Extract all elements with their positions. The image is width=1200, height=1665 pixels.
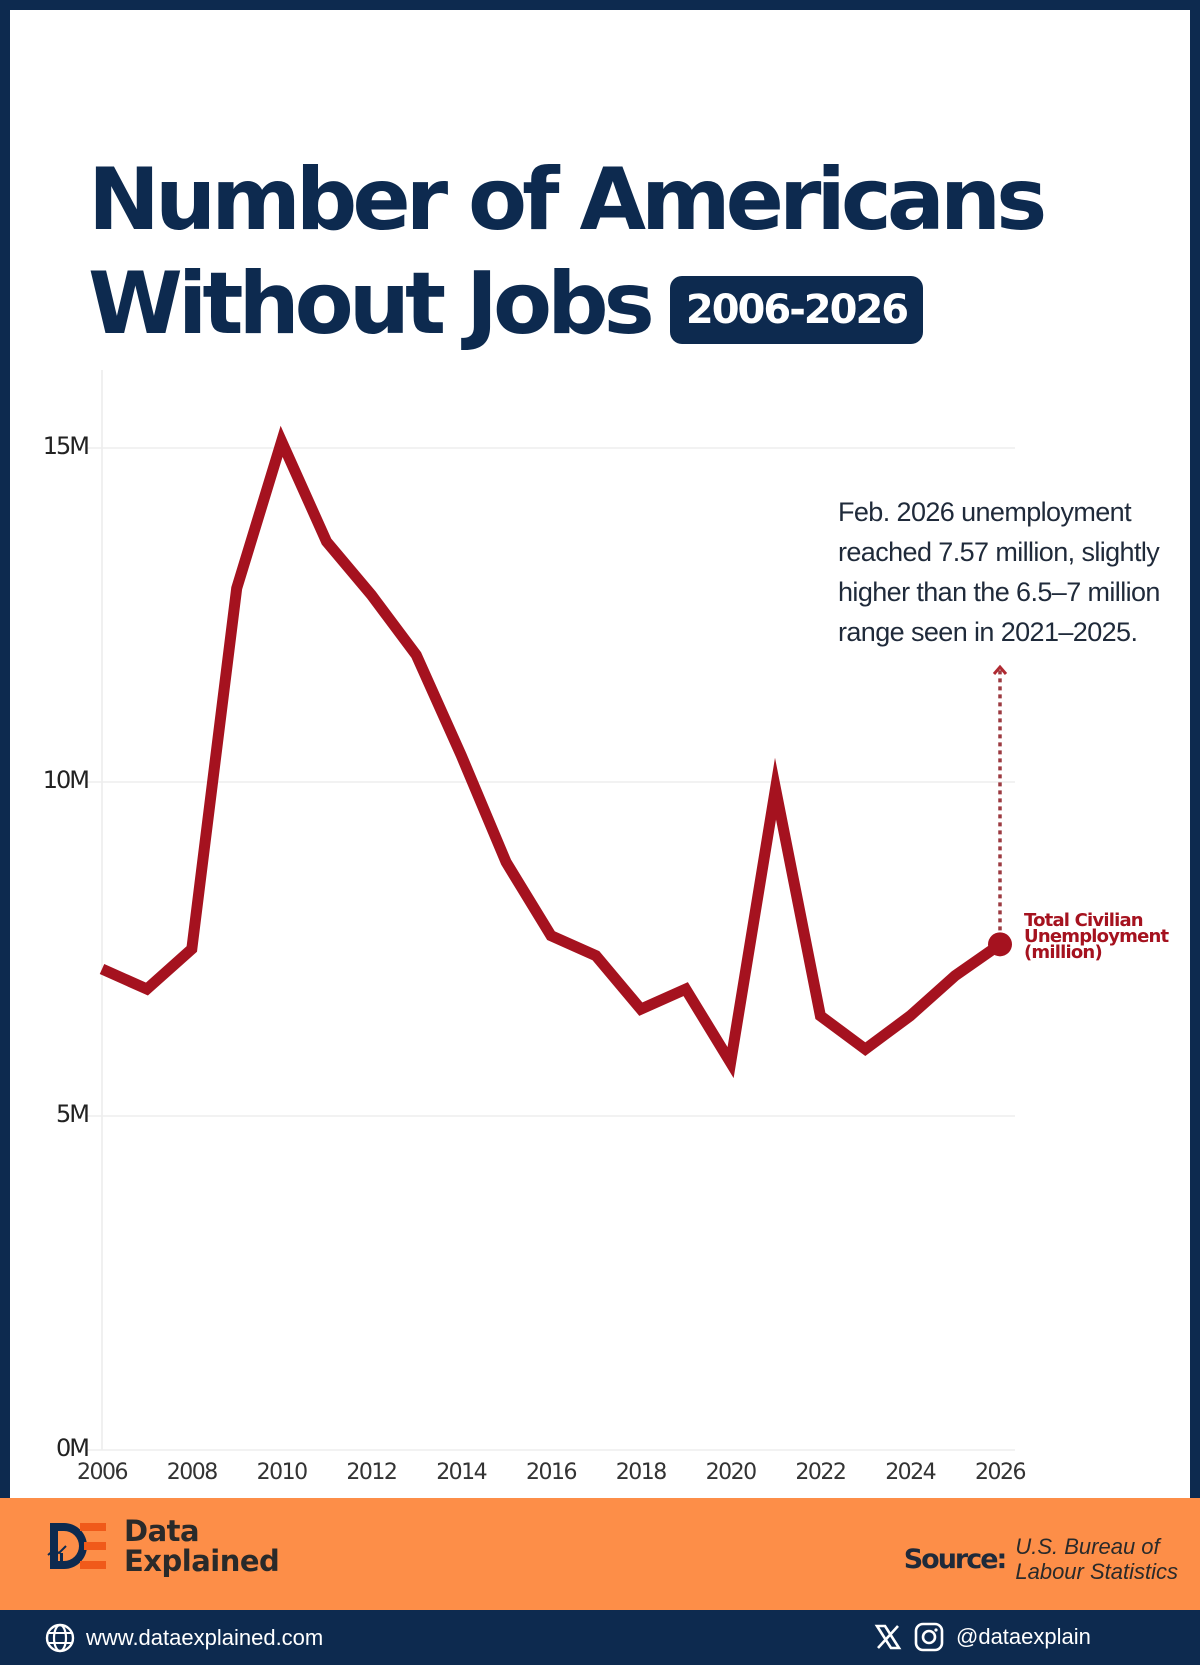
arrow-up-icon xyxy=(992,664,1008,675)
end-point-marker xyxy=(988,932,1012,957)
title-line-1: Number of Americans xyxy=(88,150,1047,250)
y-tick-label: 0M xyxy=(56,1434,90,1462)
x-tick-label: 2008 xyxy=(166,1460,219,1485)
x-twitter-icon[interactable] xyxy=(874,1623,902,1651)
note-line: reached 7.57 million, slightly xyxy=(838,537,1160,567)
brand-name: Data Explained xyxy=(124,1514,280,1578)
brand-line-2: Explained xyxy=(124,1544,280,1578)
x-tick-label: 2012 xyxy=(346,1460,398,1485)
x-tick-label: 2026 xyxy=(975,1460,1027,1485)
source-text: U.S. Bureau of Labour Statistics xyxy=(1015,1534,1178,1584)
instagram-icon[interactable] xyxy=(914,1622,944,1652)
year-range-badge: 2006-2026 xyxy=(669,276,924,344)
page-title: Number of Americans Without Jobs 2006-20… xyxy=(88,148,1047,356)
note-line: Feb. 2026 unemployment xyxy=(838,497,1132,527)
chart-card xyxy=(10,10,1190,1498)
note-line: higher than the 6.5–7 million xyxy=(838,577,1160,607)
x-tick-label: 2010 xyxy=(256,1460,309,1485)
brand-logo: Data Explained xyxy=(46,1514,280,1578)
x-tick-label: 2006 xyxy=(77,1460,129,1485)
series-label-line: Total Civilian xyxy=(1024,910,1144,931)
x-tick-label: 2014 xyxy=(436,1460,488,1485)
series-line xyxy=(99,425,1004,1079)
x-tick-label: 2016 xyxy=(526,1460,578,1485)
source-line-1: U.S. Bureau of xyxy=(1015,1534,1160,1559)
series-label-line: (million) xyxy=(1024,942,1103,963)
social-links: @dataexplain xyxy=(874,1622,1091,1652)
globe-icon xyxy=(45,1623,75,1653)
title-line-2-row: Without Jobs 2006-2026 xyxy=(88,252,1042,356)
title-line-2: Without Jobs xyxy=(88,254,655,354)
annotation-note: Feb. 2026 unemployment reached 7.57 mill… xyxy=(838,492,1178,652)
source-label: Source: xyxy=(903,1543,1008,1575)
x-tick-label: 2022 xyxy=(795,1460,847,1485)
y-tick-label: 15M xyxy=(42,432,90,460)
brand-line-1: Data xyxy=(124,1514,200,1548)
series-label-line: Unemployment xyxy=(1024,926,1169,947)
x-tick-label: 2018 xyxy=(615,1460,668,1485)
y-tick-label: 5M xyxy=(56,1100,90,1128)
footer-social-bar xyxy=(0,1610,1200,1665)
line-chart xyxy=(86,370,1015,1451)
source-credit: Source: U.S. Bureau of Labour Statistics xyxy=(904,1534,1178,1584)
x-tick-label: 2020 xyxy=(705,1460,758,1485)
website-url: www.dataexplained.com xyxy=(86,1625,324,1650)
x-tick-label: 2024 xyxy=(885,1460,937,1485)
series-label: Total Civilian Unemployment (million) xyxy=(1024,910,1169,963)
note-line: range seen in 2021–2025. xyxy=(838,617,1138,647)
de-logo-icon xyxy=(47,1523,106,1569)
social-handle: @dataexplain xyxy=(956,1624,1091,1649)
website-link[interactable]: www.dataexplained.com xyxy=(44,1622,323,1654)
y-tick-label: 10M xyxy=(42,766,90,794)
source-line-2: Labour Statistics xyxy=(1015,1559,1178,1584)
footer-brand-bar xyxy=(0,1498,1200,1610)
